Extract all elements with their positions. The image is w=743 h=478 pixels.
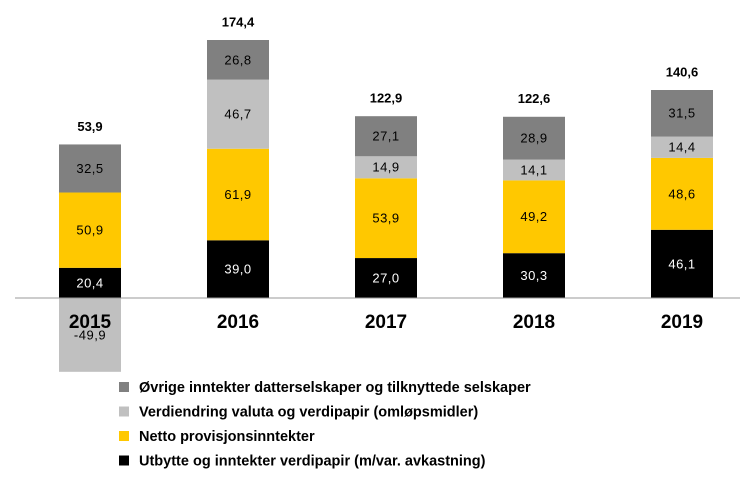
value-label: 28,9: [520, 131, 547, 146]
total-label: 174,4: [222, 14, 255, 29]
bar-segment: [355, 178, 417, 259]
value-label: 14,1: [520, 162, 547, 177]
bar-segment: [355, 258, 417, 298]
value-label: 32,5: [76, 161, 103, 176]
total-label: 122,6: [518, 91, 551, 106]
bar-segment: [503, 253, 565, 298]
bar-segment: [59, 192, 121, 268]
bar-segment: [651, 157, 713, 230]
value-label: 31,5: [668, 106, 695, 121]
bar-segment: [59, 267, 121, 298]
value-label: 27,1: [372, 129, 399, 144]
value-label: 20,4: [76, 275, 103, 290]
bar-segment: [503, 180, 565, 254]
bar-segment: [651, 229, 713, 298]
value-label: -49,9: [74, 327, 106, 342]
bar-segment: [651, 136, 713, 158]
legend-swatch: [119, 455, 129, 466]
value-label: 14,9: [372, 160, 399, 175]
legend-label: Utbytte og inntekter verdipapir (m/var. …: [139, 453, 486, 469]
value-label: 50,9: [76, 223, 103, 238]
bar-segment: [651, 90, 713, 137]
bar-segment: [207, 40, 269, 80]
value-label: 27,0: [372, 270, 399, 285]
total-label: 122,9: [370, 91, 403, 106]
value-label: 26,8: [224, 52, 251, 67]
value-label: 46,1: [668, 256, 695, 271]
bar-segment: [503, 116, 565, 160]
legend-swatch: [119, 406, 129, 417]
category-label: 2019: [661, 312, 703, 333]
value-label: 53,9: [372, 211, 399, 226]
bar-segment: [59, 144, 121, 193]
total-label: 53,9: [77, 119, 102, 134]
value-label: 49,2: [520, 209, 547, 224]
legend-label: Verdiendring valuta og verdipapir (omløp…: [139, 404, 478, 420]
bar-segment: [355, 156, 417, 179]
category-label: 2018: [513, 312, 555, 333]
bar-segment: [59, 298, 121, 372]
bar-segment: [355, 116, 417, 157]
value-label: 48,6: [668, 186, 695, 201]
total-label: 140,6: [666, 64, 699, 79]
legend-swatch: [119, 382, 129, 392]
bar-segment: [207, 148, 269, 241]
bar-segment: [207, 240, 269, 298]
bar-segment: [207, 79, 269, 149]
bar-segment: [503, 159, 565, 181]
legend-label: Netto provisjonsinntekter: [139, 429, 315, 445]
category-label: 2016: [217, 312, 259, 333]
value-label: 46,7: [224, 107, 251, 122]
legend-swatch: [119, 431, 129, 441]
legend-label: Øvrige inntekter datterselskaper og tilk…: [139, 380, 531, 396]
value-label: 14,4: [668, 140, 695, 155]
category-label: 2015: [69, 312, 112, 333]
value-label: 30,3: [520, 268, 547, 283]
value-label: 39,0: [224, 262, 251, 277]
category-label: 2017: [365, 312, 407, 333]
value-label: 61,9: [224, 187, 251, 202]
